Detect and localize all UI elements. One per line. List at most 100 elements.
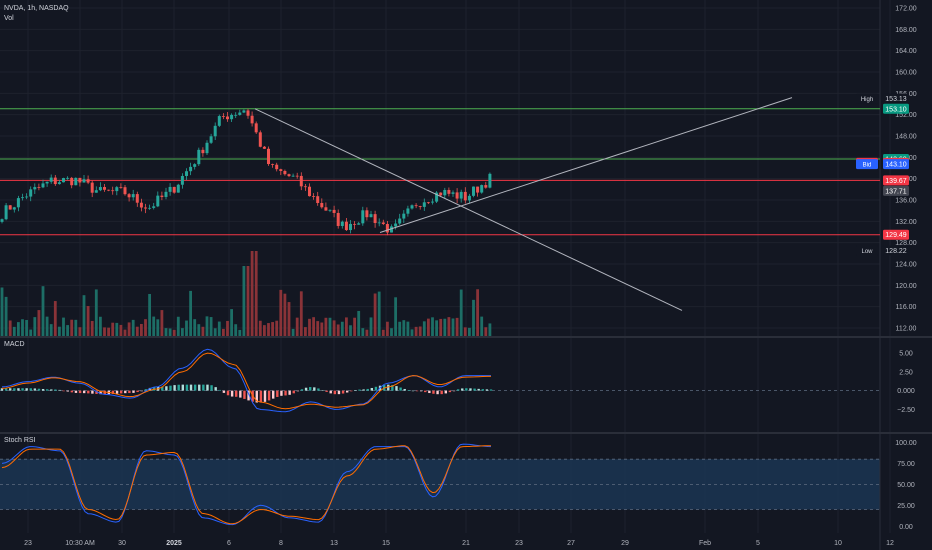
candle-body [57,182,61,185]
macd-histogram-bar [62,390,65,392]
volume-bar [29,329,33,336]
macd-histogram-bar [255,390,258,403]
macd-histogram-bar [374,386,378,391]
volume-bar [246,266,250,336]
candle-body [254,123,258,133]
macd-histogram-bar [304,387,308,391]
macd-histogram-bar [391,385,394,391]
candle-body [160,195,164,197]
volume-bar [254,251,258,336]
macd-histogram-bar [259,390,263,403]
volume-bar [402,320,406,336]
macd-histogram-bar [444,390,447,394]
candle-body [49,177,53,182]
candle-body [320,203,324,208]
price-tag-value: 128.22 [885,248,907,255]
volume-bar [70,319,74,336]
candle-body [262,146,266,149]
volume-bar [369,317,373,336]
volume-label: Vol [4,15,14,22]
volume-bar [427,318,430,336]
volume-bar [361,328,365,336]
price-tag-background [883,245,909,256]
macd-histogram-bar [132,390,135,393]
macd-histogram-bar [46,389,49,391]
candle-body [4,205,8,220]
volume-bar [209,317,213,336]
candle-body [123,187,127,195]
macd-histogram-bar [193,384,197,391]
time-axis-label: 29 [621,540,629,547]
volume-bar [488,323,492,336]
macd-histogram-bar [321,390,324,391]
candle-body [98,187,102,191]
volume-bar [353,317,356,336]
volume-bar [201,326,205,336]
volume-bar [472,299,475,336]
volume-bar [152,316,156,336]
macd-histogram-bar [74,390,78,393]
volume-bar [324,317,328,336]
macd-histogram-bar [358,389,361,391]
price-tick-label: 128.00 [895,240,917,247]
candle-body [488,173,492,188]
candle-body [414,205,418,207]
volume-bar [140,323,143,336]
candle-body [295,175,299,177]
price-tag-value: 139.67 [885,178,907,185]
candle-body [459,191,463,199]
volume-bar [299,291,303,336]
time-axis-label: Feb [699,540,711,547]
macd-histogram-bar [485,389,489,391]
candle-body [369,214,373,218]
macd-histogram-bar [362,389,365,391]
volume-bar [345,317,348,336]
volume-bar [373,293,377,336]
candle-body [283,170,287,175]
time-axis-label: 27 [567,540,575,547]
candle-body [115,187,119,192]
candle-body [70,177,74,186]
macd-histogram-bar [202,384,205,391]
ascending-trendline [379,97,793,234]
candle-body [144,207,147,209]
candle-body [312,196,316,197]
candle-body [258,132,262,147]
volume-bar [53,301,57,336]
price-tick-label: 148.00 [895,134,917,141]
macd-histogram-bar [424,390,427,393]
candle-body [324,207,328,211]
volume-bar [349,325,352,336]
volume-bar [283,293,287,336]
candle-body [418,206,422,207]
macd-histogram-bar [341,390,345,394]
price-tag-background [883,175,909,186]
candle-body [390,226,393,233]
candle-body [267,148,270,165]
candle-body [230,114,234,120]
volume-bar [304,327,307,336]
macd-histogram-bar [226,390,230,396]
candle-body [353,223,357,225]
macd-histogram-bar [37,388,41,391]
time-axis-label: 23 [24,540,32,547]
volume-bar [144,319,147,336]
price-tag-label: Bid [863,163,872,169]
price-tick-label: 112.00 [896,326,917,333]
macd-histogram-bar [452,390,456,392]
candle-body [484,185,488,188]
macd-histogram-bar [477,388,480,391]
candle-body [435,192,439,202]
candle-body [349,223,352,231]
macd-histogram-bar [13,388,16,391]
candle-body [217,116,221,126]
time-axis-label: 8 [279,540,283,547]
time-axis-label: 23 [515,540,523,547]
volume-bar [82,295,86,336]
macd-histogram-bar [456,389,460,391]
candle-body [221,116,225,117]
candle-body [152,206,156,208]
candle-body [303,186,307,188]
volume-bar [242,266,246,336]
